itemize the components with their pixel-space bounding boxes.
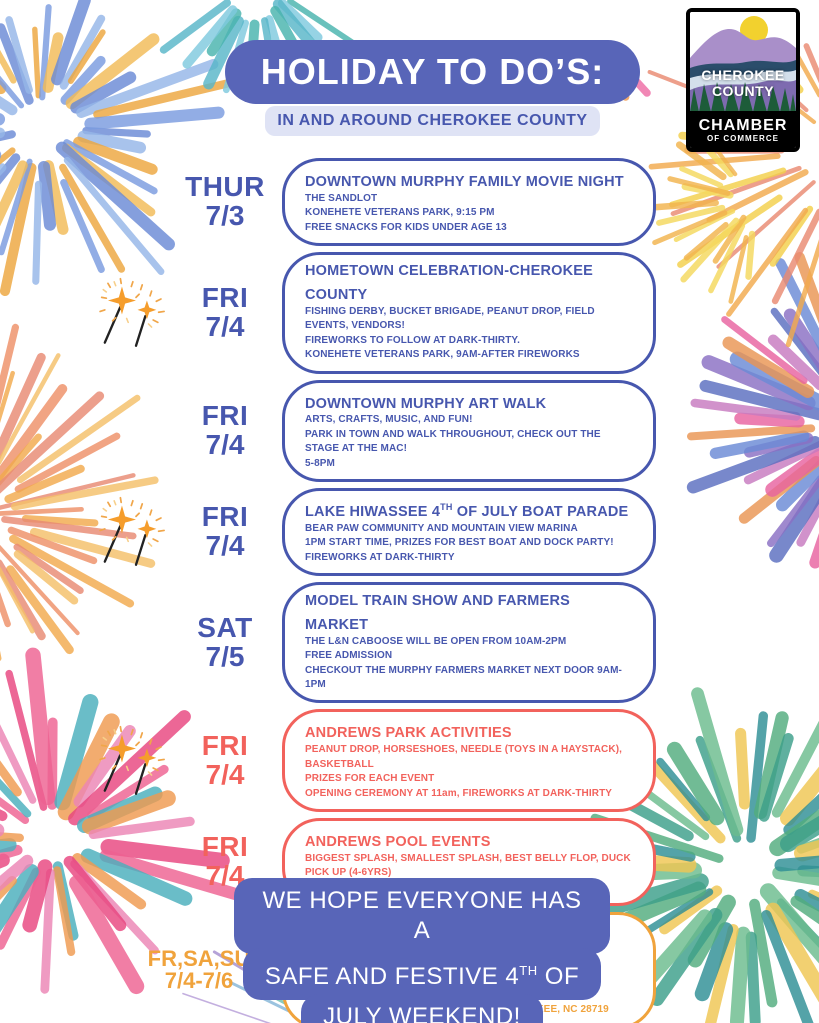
event-title-text: DOWNTOWN MURPHY FAMILY MOVIE NIGHT bbox=[305, 173, 624, 190]
footer-line: SAFE AND FESTIVE 4TH OF bbox=[242, 948, 602, 1000]
logo-county-name-line1: CHEROKEE bbox=[701, 67, 785, 83]
event-date-block: THUR 7/3 bbox=[176, 173, 274, 230]
event-title-text: ANDREWS PARK ACTIVITIES bbox=[305, 725, 512, 742]
event-card: LAKE HIWASSEE 4TH OF JULY BOAT PARADE BE… bbox=[282, 487, 656, 576]
event-date: 7/5 bbox=[205, 640, 245, 672]
chamber-logo: CHEROKEE COUNTY CHAMBER OF COMMERCE bbox=[686, 8, 800, 152]
footer-line-sup: TH bbox=[519, 963, 538, 978]
event-title-sup: TH bbox=[440, 501, 453, 512]
event-date: 7/4 bbox=[205, 529, 245, 561]
event-detail: PARK IN TOWN AND WALK THROUGHOUT, CHECK … bbox=[305, 428, 601, 455]
event-detail: FIREWORKS AT DARK-THIRTY bbox=[305, 551, 455, 563]
event-card: DOWNTOWN MURPHY ART WALK ARTS, CRAFTS, M… bbox=[282, 379, 656, 482]
event-card: MODEL TRAIN SHOW AND FARMERS MARKET THE … bbox=[282, 582, 656, 704]
logo-org-line1: CHAMBER bbox=[698, 116, 788, 134]
event-detail: BIGGEST SPLASH, SMALLEST SPLASH, BEST BE… bbox=[305, 852, 631, 879]
logo-org-line2: OF COMMERCE bbox=[707, 133, 779, 143]
sparkler-icon bbox=[98, 277, 166, 347]
event-title-text: DOWNTOWN MURPHY ART WALK bbox=[305, 395, 547, 412]
event-detail: PEANUT DROP, HORSESHOES, NEEDLE (TOYS IN… bbox=[305, 744, 623, 770]
event-row: THUR 7/3 DOWNTOWN MURPHY FAMILY MOVIE NI… bbox=[96, 158, 656, 247]
event-date-block: FRI 7/4 bbox=[176, 503, 274, 560]
event-date: 7/4 bbox=[205, 758, 245, 790]
event-detail: FREE ADMISSION bbox=[305, 650, 393, 662]
logo-county-name-line2: COUNTY bbox=[711, 83, 775, 99]
event-card: HOMETOWN CELEBRATION-CHEROKEE COUNTY FIS… bbox=[282, 252, 656, 374]
event-title: MODEL TRAIN SHOW AND FARMERS MARKET bbox=[305, 592, 633, 635]
event-title-text: HOMETOWN CELEBRATION-CHEROKEE COUNTY bbox=[305, 263, 594, 303]
event-title-text: OF JULY BOAT PARADE bbox=[452, 503, 629, 520]
event-day: FRI bbox=[201, 400, 249, 432]
event-card: DOWNTOWN MURPHY FAMILY MOVIE NIGHT THE S… bbox=[282, 158, 656, 247]
event-detail: KONEHETE VETERANS PARK, 9AM-AFTER FIREWO… bbox=[305, 349, 580, 361]
event-date: 7/3 bbox=[205, 200, 245, 232]
event-detail: THE L&N CABOOSE WILL BE OPEN FROM 10AM-2… bbox=[305, 635, 567, 647]
event-title-text: LAKE HIWASSEE 4 bbox=[305, 503, 441, 520]
sparkler-icon bbox=[98, 725, 166, 795]
event-row: FRI 7/4 HOMETOWN CELEBRATION-CHEROKEE CO… bbox=[96, 252, 656, 374]
event-date: 7/4 bbox=[205, 310, 245, 342]
event-row: SAT 7/5 MODEL TRAIN SHOW AND FARMERS MAR… bbox=[96, 582, 656, 704]
event-title-text: MODEL TRAIN SHOW AND FARMERS MARKET bbox=[305, 593, 570, 633]
event-date-block: FRI 7/4 bbox=[176, 732, 274, 789]
sparkler-icon bbox=[98, 496, 166, 566]
event-row: FRI 7/4 DOWNTOWN MURPHY ART WALK ARTS, C… bbox=[96, 379, 656, 482]
event-detail: PRIZES FOR EACH EVENT bbox=[305, 773, 435, 785]
event-title: DOWNTOWN MURPHY ART WALK bbox=[305, 390, 633, 414]
event-title: DOWNTOWN MURPHY FAMILY MOVIE NIGHT bbox=[305, 168, 633, 192]
event-day: SAT bbox=[197, 612, 253, 644]
event-detail: BEAR PAW COMMUNITY AND MOUNTAIN VIEW MAR… bbox=[305, 522, 578, 534]
event-detail: 1PM START TIME, PRIZES FOR BEST BOAT AND… bbox=[305, 537, 614, 549]
event-row: FRI 7/4 ANDREWS PARK ACTIVITIES PEANUT D… bbox=[96, 709, 656, 812]
event-date-block: FRI 7/4 bbox=[176, 402, 274, 459]
event-date-block: SAT 7/5 bbox=[176, 614, 274, 671]
event-day: FRI bbox=[201, 501, 249, 533]
event-title-text: ANDREWS POOL EVENTS bbox=[305, 833, 491, 850]
event-title: ANDREWS PARK ACTIVITIES bbox=[305, 719, 633, 743]
event-day: FRI bbox=[201, 282, 249, 314]
footer-line: WE HOPE EVERYONE HAS A bbox=[234, 878, 610, 954]
footer-line: JULY WEEKEND! bbox=[301, 994, 543, 1023]
event-date: 7/4 bbox=[205, 428, 245, 460]
event-detail: FISHING DERBY, BUCKET BRIGADE, PEANUT DR… bbox=[305, 305, 595, 332]
event-detail: CHECKOUT THE MURPHY FARMERS MARKET NEXT … bbox=[305, 664, 622, 691]
footer-line-text: SAFE AND FESTIVE 4 bbox=[264, 963, 520, 990]
footer-message: WE HOPE EVERYONE HAS A SAFE AND FESTIVE … bbox=[234, 878, 610, 1023]
event-title: ANDREWS POOL EVENTS bbox=[305, 828, 633, 852]
event-detail: FIREWORKS TO FOLLOW AT DARK-THIRTY. bbox=[305, 334, 520, 346]
event-date-block: FRI 7/4 bbox=[176, 284, 274, 341]
event-detail: 5-8PM bbox=[305, 457, 335, 469]
page-title: HOLIDAY TO DO’S: bbox=[225, 40, 640, 104]
logo-org-band: CHAMBER OF COMMERCE bbox=[690, 111, 796, 148]
footer-line-text: OF bbox=[537, 963, 580, 990]
event-title: HOMETOWN CELEBRATION-CHEROKEE COUNTY bbox=[305, 262, 633, 305]
event-day: THUR bbox=[185, 171, 265, 203]
page-subtitle: IN AND AROUND CHEROKEE COUNTY bbox=[265, 106, 600, 136]
event-row: FRI 7/4 LAKE HIWASSEE 4TH OF JULY BOAT P… bbox=[96, 487, 656, 576]
event-detail: OPENING CEREMONY AT 11am, FIREWORKS AT D… bbox=[305, 787, 613, 799]
firework-decoration bbox=[652, 215, 819, 635]
event-detail: FREE SNACKS FOR KIDS UNDER AGE 13 bbox=[305, 221, 507, 233]
event-detail: THE SANDLOT bbox=[305, 192, 378, 204]
event-title: LAKE HIWASSEE 4TH OF JULY BOAT PARADE bbox=[305, 498, 633, 522]
event-detail: ARTS, CRAFTS, MUSIC, AND FUN! bbox=[305, 414, 473, 426]
event-detail: KONEHETE VETERANS PARK, 9:15 PM bbox=[305, 207, 495, 219]
event-day: FRI bbox=[201, 730, 249, 762]
event-day: FRI bbox=[201, 831, 249, 863]
event-card: ANDREWS PARK ACTIVITIES PEANUT DROP, HOR… bbox=[282, 709, 656, 812]
